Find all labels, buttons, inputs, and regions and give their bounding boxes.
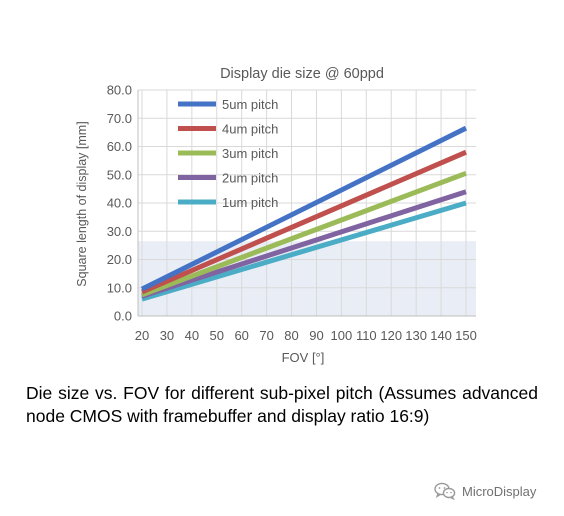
legend-entry: 3um pitch bbox=[178, 146, 278, 161]
legend-label: 4um pitch bbox=[222, 122, 278, 137]
y-tick-label: 70.0 bbox=[107, 111, 132, 126]
y-tick-label: 60.0 bbox=[107, 139, 132, 154]
watermark: MicroDisplay bbox=[434, 482, 536, 500]
watermark-text: MicroDisplay bbox=[462, 483, 537, 499]
x-tick-label: 140 bbox=[430, 328, 452, 343]
axes bbox=[137, 90, 476, 317]
legend: 5um pitch 4um pitch 3um pitch 2um pitch 1um … bbox=[178, 97, 278, 210]
x-tick-label: 40 bbox=[185, 328, 199, 343]
legend-label: 2um pitch bbox=[222, 171, 278, 186]
legend-label: 1um pitch bbox=[222, 195, 278, 210]
x-tick-label: 130 bbox=[405, 328, 427, 343]
x-tick-labels: 20 30 40 50 60 70 80 90 100 110 120 130 140 150 bbox=[135, 328, 477, 343]
figure-caption: Die size vs. FOV for different sub-pixel… bbox=[26, 383, 538, 426]
legend-label: 3um pitch bbox=[222, 146, 278, 161]
x-tick-label: 20 bbox=[135, 328, 149, 343]
x-tick-label: 70 bbox=[259, 328, 273, 343]
y-tick-label: 10.0 bbox=[107, 280, 132, 295]
chart: Display die size @ 60ppd 0.0 10.0 20.0 30.0… bbox=[75, 66, 477, 365]
y-tick-labels: 0.0 10.0 20.0 30.0 40.0 50.0 60.0 70.0 80.0 bbox=[107, 83, 132, 324]
y-tick-label: 0.0 bbox=[114, 309, 132, 324]
x-tick-label: 60 bbox=[234, 328, 248, 343]
legend-entry: 5um pitch bbox=[178, 97, 278, 112]
y-tick-label: 80.0 bbox=[107, 83, 132, 98]
x-tick-label: 100 bbox=[331, 328, 353, 343]
x-tick-label: 120 bbox=[380, 328, 402, 343]
legend-entry: 4um pitch bbox=[178, 122, 278, 137]
x-tick-label: 150 bbox=[455, 328, 477, 343]
series-line bbox=[141, 170, 467, 298]
y-tick-label: 30.0 bbox=[107, 224, 132, 239]
x-tick-label: 30 bbox=[160, 328, 174, 343]
x-tick-label: 50 bbox=[210, 328, 224, 343]
wechat-icon bbox=[434, 482, 456, 500]
series-line bbox=[141, 200, 467, 302]
legend-entry: 1um pitch bbox=[178, 195, 278, 210]
legend-entry: 2um pitch bbox=[178, 171, 278, 186]
y-tick-label: 40.0 bbox=[107, 196, 132, 211]
chart-title: Display die size @ 60ppd bbox=[220, 66, 384, 82]
x-tick-label: 110 bbox=[356, 328, 377, 343]
series-line bbox=[141, 149, 467, 295]
x-axis-label: FOV [°] bbox=[282, 350, 325, 365]
y-axis-label: Square length of display [mm] bbox=[75, 121, 89, 286]
series-lines bbox=[140, 125, 468, 302]
y-tick-label: 20.0 bbox=[107, 252, 132, 267]
legend-label: 5um pitch bbox=[222, 97, 278, 112]
series-line bbox=[141, 189, 467, 299]
x-tick-label: 80 bbox=[284, 328, 298, 343]
y-tick-label: 50.0 bbox=[107, 167, 132, 182]
x-tick-label: 90 bbox=[309, 328, 323, 343]
series-line bbox=[140, 125, 468, 292]
